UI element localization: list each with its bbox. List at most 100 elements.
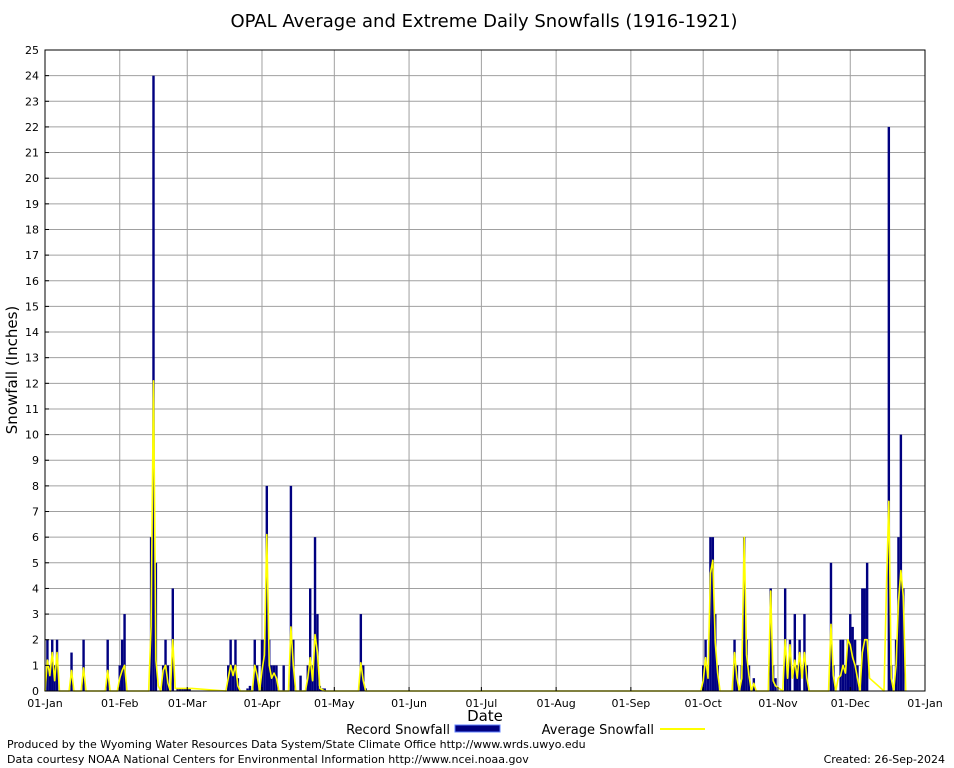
- record-bar: [309, 588, 312, 691]
- record-bar: [178, 688, 182, 691]
- record-bar: [313, 537, 317, 691]
- chart-title: OPAL Average and Extreme Daily Snowfalls…: [230, 11, 737, 32]
- y-tick-label: 9: [32, 454, 39, 467]
- plot-frame: [44, 49, 926, 692]
- x-tick-label: 01-Dec: [831, 697, 870, 710]
- record-bar: [359, 614, 363, 691]
- record-bar: [793, 614, 797, 691]
- record-bar: [839, 639, 842, 691]
- legend-swatch-record: [454, 724, 501, 733]
- y-tick-label: 17: [25, 249, 39, 262]
- x-tick-label: 01-Feb: [101, 697, 138, 710]
- footer-produced-by: Produced by the Wyoming Water Resources …: [7, 738, 586, 751]
- record-bar: [865, 562, 869, 691]
- y-tick-label: 10: [25, 429, 39, 442]
- y-tick-label: 21: [25, 147, 39, 160]
- record-bar: [263, 639, 266, 691]
- y-tick-label: 16: [25, 275, 39, 288]
- record-bar: [231, 665, 235, 691]
- y-tick-label: 24: [25, 70, 39, 83]
- x-axis-label: Date: [467, 707, 503, 725]
- y-tick-label: 3: [32, 608, 39, 621]
- y-tick-label: 25: [25, 44, 39, 57]
- legend-label-record: Record Snowfall: [346, 723, 450, 738]
- y-tick-label: 20: [25, 172, 39, 185]
- y-tick-label: 4: [32, 582, 39, 595]
- record-bar: [704, 639, 707, 691]
- record-bar: [51, 639, 54, 691]
- record-bar: [887, 126, 891, 692]
- y-tick-label: 14: [25, 326, 39, 339]
- record-bar: [55, 639, 59, 691]
- record-bar: [742, 537, 746, 691]
- record-bar: [711, 537, 715, 691]
- record-bar: [272, 665, 276, 691]
- record-bar: [106, 639, 109, 691]
- y-tick-label: 7: [32, 506, 39, 519]
- record-bar: [248, 685, 252, 691]
- x-tick-label: 01-Nov: [758, 697, 798, 710]
- y-axis-label: Snowfall (Inches): [3, 306, 21, 434]
- record-bar: [265, 485, 269, 691]
- x-tick-label: 01-May: [314, 697, 355, 710]
- record-bar: [120, 639, 124, 691]
- record-bar: [714, 614, 717, 691]
- record-bar: [282, 665, 285, 691]
- record-bar: [176, 688, 179, 691]
- record-bar: [188, 688, 191, 691]
- record-bar: [181, 688, 184, 691]
- record-bar: [899, 434, 903, 691]
- y-tick-label: 1: [32, 659, 39, 672]
- x-tick-label: 01-Mar: [168, 697, 207, 710]
- y-tick-label: 13: [25, 352, 39, 365]
- y-tick-label: 15: [25, 300, 39, 313]
- y-tick-label: 23: [25, 95, 39, 108]
- x-tick-label: 01-Jan: [907, 697, 943, 710]
- x-tick-label: 01-Jul: [465, 697, 497, 710]
- y-tick-label: 12: [25, 377, 39, 390]
- legend: Record Snowfall Average Snowfall: [346, 723, 705, 738]
- average-snowfall-line-group: [44, 379, 907, 692]
- x-tick-label: 01-Oct: [685, 697, 723, 710]
- record-bar: [299, 675, 302, 691]
- record-bar: [788, 639, 792, 691]
- average-snowfall-line: [44, 379, 907, 692]
- record-bar: [183, 688, 187, 691]
- footer-data-courtesy: Data courtesy NOAA National Centers for …: [7, 753, 529, 766]
- y-tick-label: 18: [25, 223, 39, 236]
- y-tick-label: 22: [25, 121, 39, 134]
- x-axis-ticks: 01-Jan 01-Feb 01-Mar 01-Apr 01-May 01-Jun 01-J…: [27, 687, 943, 710]
- record-bar: [745, 639, 748, 691]
- record-bar: [123, 614, 126, 691]
- x-tick-label: 01-Jun: [391, 697, 427, 710]
- x-tick-label: 01-Sep: [612, 697, 651, 710]
- record-bar: [323, 688, 326, 691]
- grid-lines: [45, 50, 925, 691]
- record-bar: [709, 537, 712, 691]
- record-bar: [849, 614, 852, 691]
- y-tick-label: 6: [32, 531, 39, 544]
- x-tick-label: 01-Aug: [537, 697, 576, 710]
- x-tick-label: 01-Jan: [27, 697, 63, 710]
- y-axis-ticks: 0123456789101112131415161718192021222324…: [25, 44, 49, 698]
- y-tick-label: 19: [25, 198, 39, 211]
- record-bar: [844, 665, 847, 691]
- record-bar: [902, 588, 905, 691]
- y-tick-label: 11: [25, 403, 39, 416]
- y-tick-label: 0: [32, 685, 39, 698]
- record-bar: [48, 665, 52, 691]
- record-bar: [161, 665, 165, 691]
- x-tick-label: 01-Apr: [244, 697, 281, 710]
- record-bar: [798, 639, 801, 691]
- record-bar: [246, 688, 249, 691]
- record-bar: [846, 639, 850, 691]
- footer-created: Created: 26-Sep-2024: [823, 753, 945, 766]
- record-bar: [861, 588, 864, 691]
- legend-label-average: Average Snowfall: [542, 723, 654, 738]
- record-bar: [82, 639, 85, 691]
- record-bar: [769, 588, 772, 691]
- record-bar: [289, 485, 293, 691]
- record-bar: [733, 639, 736, 691]
